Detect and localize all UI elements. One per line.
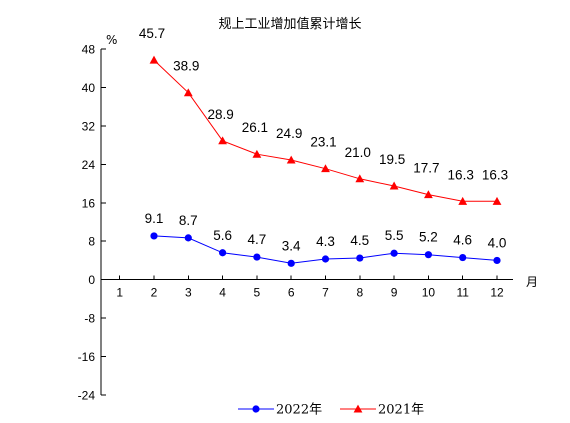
data-point bbox=[183, 88, 193, 97]
data-label: 16.3 bbox=[448, 167, 474, 182]
legend: 2022年 2021年 bbox=[238, 403, 424, 418]
data-point bbox=[218, 136, 227, 145]
data-label: 24.9 bbox=[276, 126, 302, 141]
data-point bbox=[356, 254, 364, 262]
x-tick-label: 11 bbox=[456, 286, 469, 300]
data-point bbox=[184, 234, 192, 242]
data-label: 4.7 bbox=[248, 232, 267, 247]
series-2021年: 45.7 38.9 28.9 26.1 24.9 23.1 21.0 19.5 17.7 16.3… bbox=[139, 26, 508, 205]
data-point bbox=[459, 253, 467, 262]
data-label: 23.1 bbox=[310, 135, 336, 150]
x-tick-label: 6 bbox=[288, 286, 295, 300]
y-tick-label: 16 bbox=[82, 196, 96, 210]
x-tick-label: 12 bbox=[490, 286, 504, 300]
y-tick-label: 32 bbox=[82, 119, 96, 133]
data-point bbox=[321, 164, 330, 173]
x-tick-label: 2 bbox=[151, 286, 158, 300]
legend-marker bbox=[252, 405, 260, 413]
data-point bbox=[424, 251, 432, 259]
data-label: 5.5 bbox=[385, 228, 404, 243]
legend-item: 2021年 bbox=[340, 403, 424, 418]
data-point bbox=[252, 149, 262, 158]
series-line bbox=[153, 59, 497, 202]
data-point bbox=[389, 181, 399, 190]
x-tick-label: 7 bbox=[322, 286, 329, 300]
data-label: 4.5 bbox=[350, 233, 369, 248]
data-label: 9.1 bbox=[145, 211, 164, 226]
data-point bbox=[253, 253, 261, 261]
y-axis-unit: % bbox=[106, 33, 117, 47]
data-point bbox=[321, 255, 330, 263]
data-label: 21.0 bbox=[345, 145, 371, 160]
legend-label: 2021年 bbox=[378, 403, 424, 418]
data-point bbox=[149, 55, 159, 64]
y-tick-label: 0 bbox=[88, 273, 95, 287]
y-tick-label: -16 bbox=[78, 350, 96, 364]
data-label: 5.2 bbox=[419, 230, 438, 245]
series-2022年: 9.1 8.7 5.6 4.7 3.4 4.3 4.5 5.5 5.2 4.6 4.0 bbox=[145, 211, 507, 267]
legend-item: 2022年 bbox=[238, 403, 322, 418]
data-label: 17.7 bbox=[413, 161, 439, 176]
data-label: 28.9 bbox=[207, 107, 233, 122]
x-tick-label: 4 bbox=[219, 286, 226, 300]
x-tick-label: 9 bbox=[391, 286, 398, 300]
data-label: 4.6 bbox=[453, 233, 472, 248]
data-point bbox=[355, 174, 365, 183]
data-label: 38.9 bbox=[173, 59, 199, 74]
data-label: 5.6 bbox=[213, 228, 232, 243]
x-tick-label: 1 bbox=[116, 286, 123, 300]
legend-label: 2022年 bbox=[276, 403, 322, 418]
data-point bbox=[150, 232, 158, 240]
data-point bbox=[286, 155, 296, 164]
data-label: 3.4 bbox=[282, 238, 301, 253]
data-point bbox=[390, 249, 398, 257]
data-label: 16.3 bbox=[482, 167, 508, 182]
data-label: 45.7 bbox=[139, 26, 165, 41]
data-label: 8.7 bbox=[179, 213, 198, 228]
x-tick-label: 5 bbox=[254, 286, 261, 300]
y-tick-label: -24 bbox=[78, 389, 96, 403]
y-tick-label: -8 bbox=[84, 312, 95, 326]
x-axis-unit: 月 bbox=[526, 275, 538, 289]
y-tick-label: 40 bbox=[82, 81, 96, 95]
data-point bbox=[219, 249, 227, 257]
data-point bbox=[492, 196, 502, 205]
chart-title: 规上工业增加值累计增长 bbox=[218, 16, 361, 32]
legend-marker bbox=[353, 404, 363, 413]
data-point bbox=[424, 190, 433, 199]
y-tick-label: 48 bbox=[82, 43, 96, 57]
x-tick-label: 10 bbox=[422, 286, 436, 300]
data-label: 4.0 bbox=[488, 235, 507, 250]
x-tick-label: 8 bbox=[356, 286, 363, 300]
data-label: 26.1 bbox=[242, 120, 268, 135]
series-layer: 9.1 8.7 5.6 4.7 3.4 4.3 4.5 5.5 5.2 4.6 4.0 45.7 38.… bbox=[139, 26, 508, 267]
y-tick-label: 8 bbox=[88, 235, 95, 249]
data-label: 4.3 bbox=[316, 234, 335, 249]
data-point bbox=[287, 259, 295, 267]
data-label: 19.5 bbox=[379, 152, 405, 167]
y-tick-label: 24 bbox=[82, 158, 96, 172]
x-tick-label: 3 bbox=[185, 286, 192, 300]
data-point bbox=[458, 196, 468, 205]
data-point bbox=[493, 256, 501, 265]
